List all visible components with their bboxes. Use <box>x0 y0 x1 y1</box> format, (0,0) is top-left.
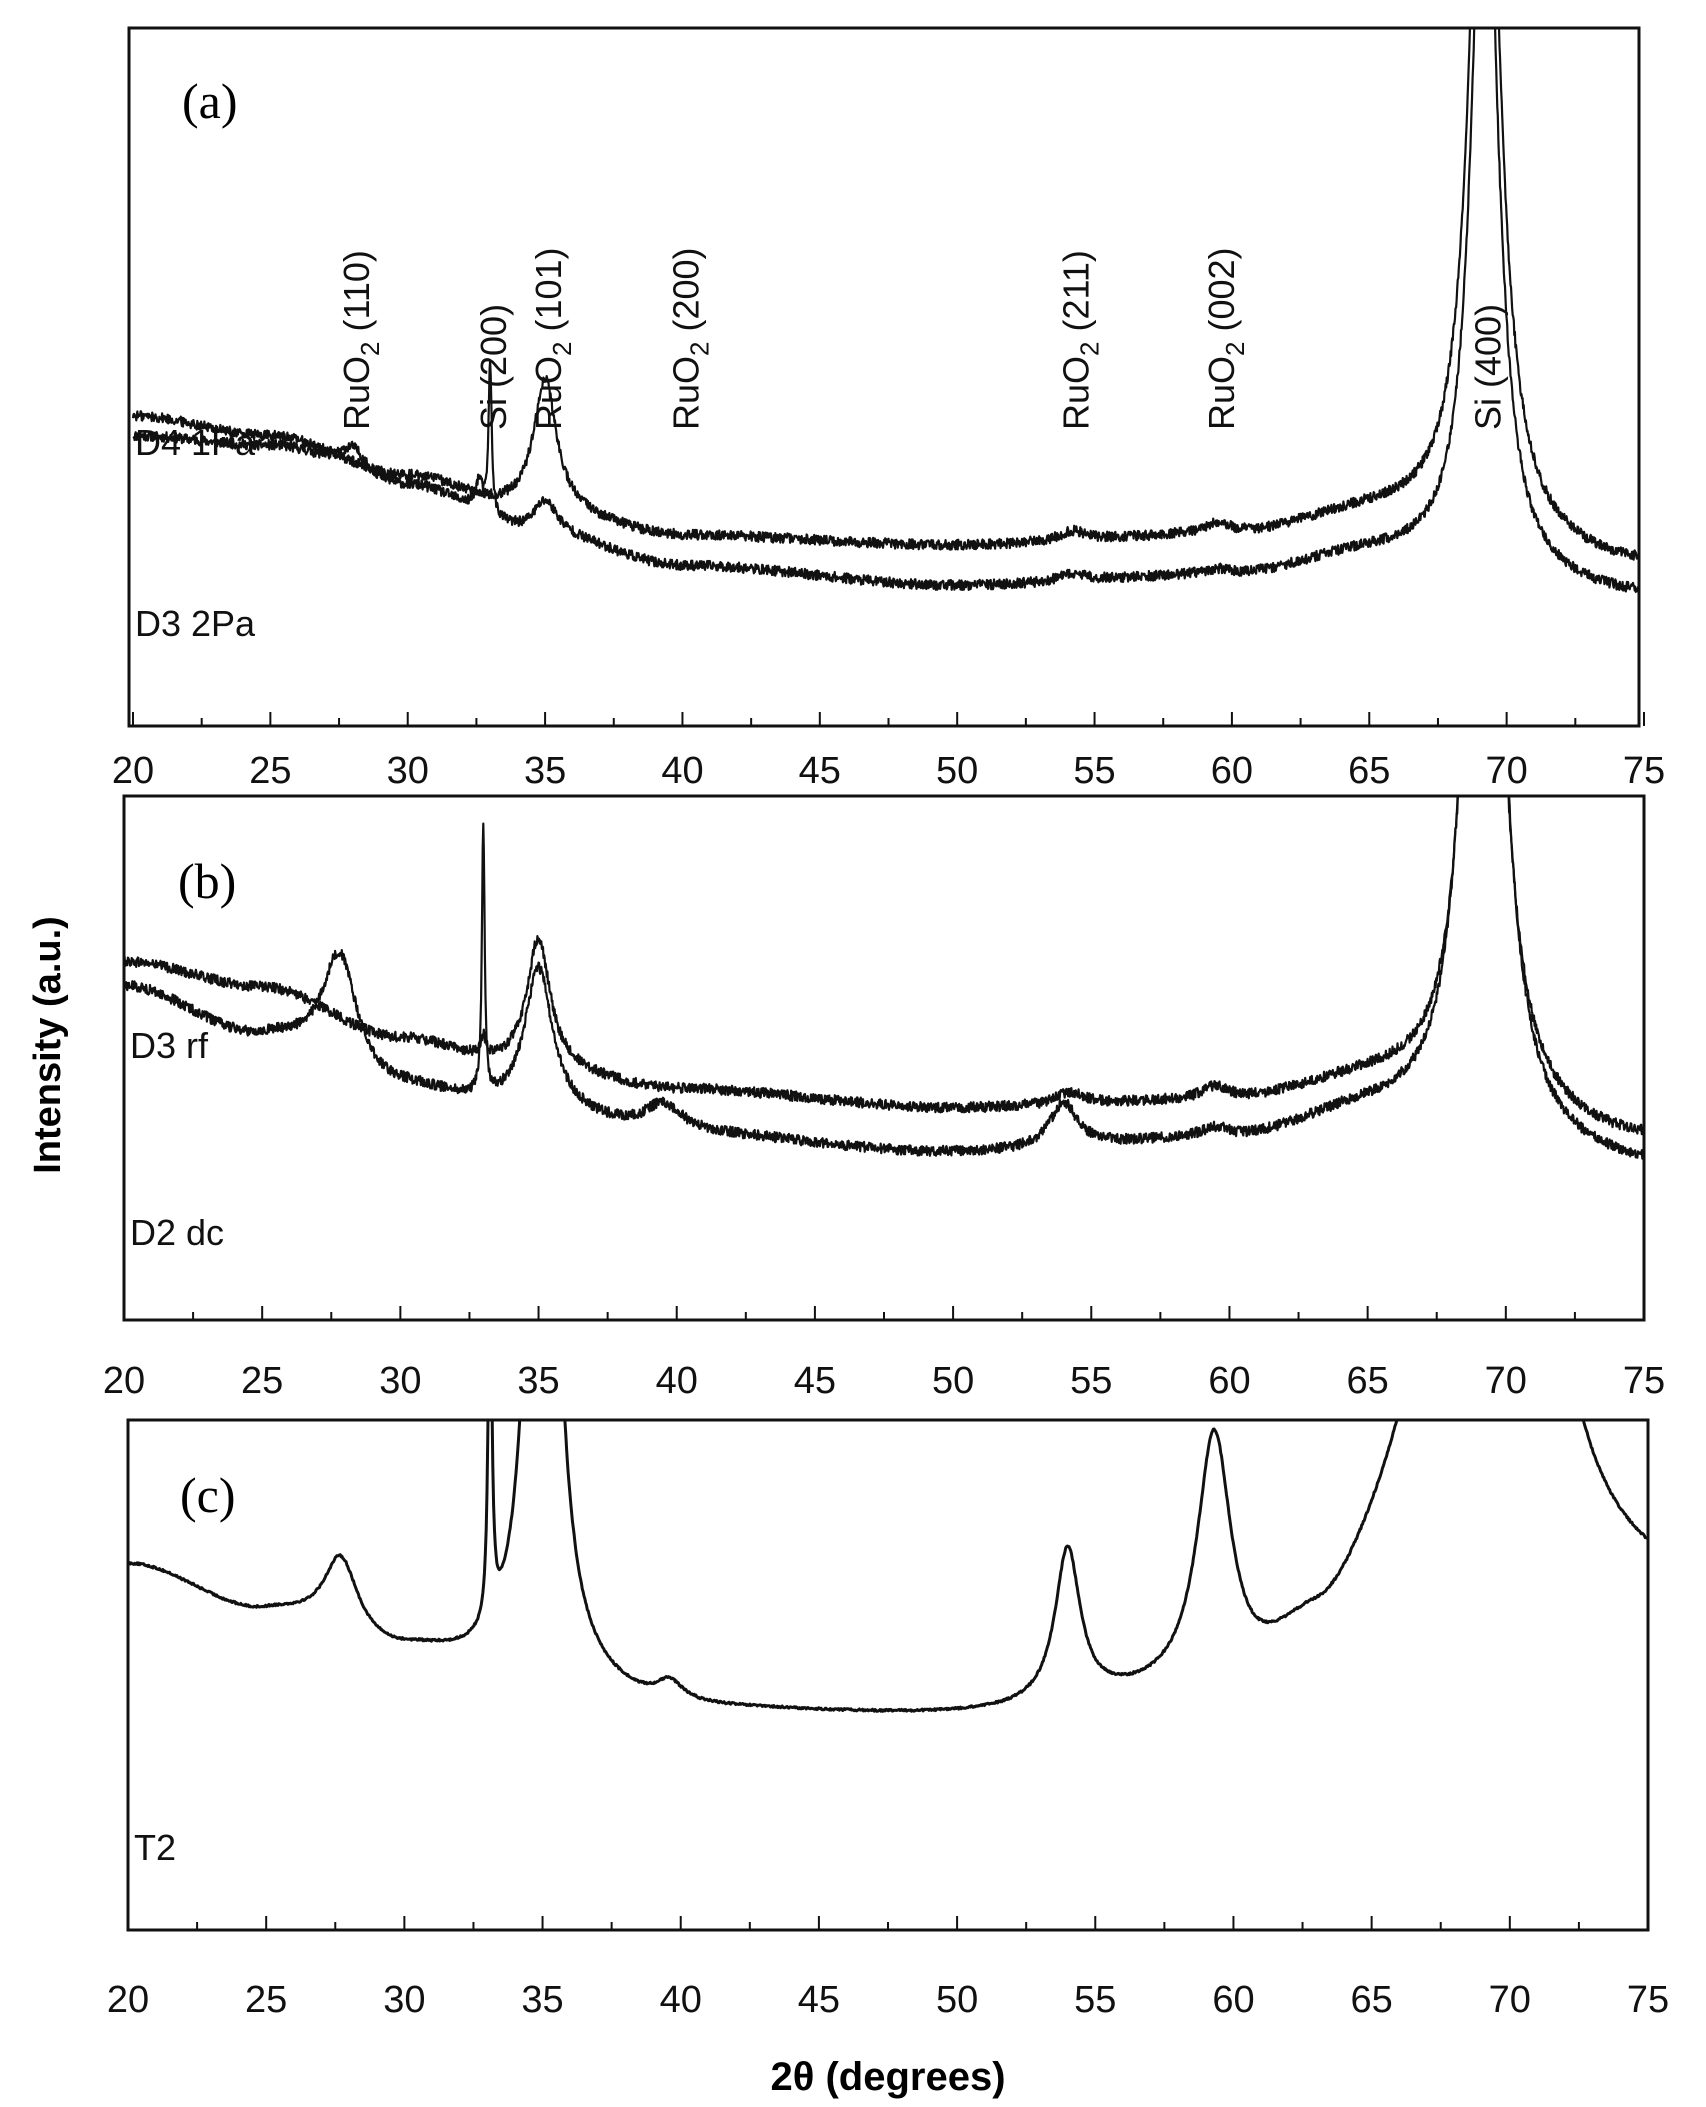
x-tick-label: 70 <box>1485 750 1527 792</box>
panel-b-label: (b) <box>178 853 236 909</box>
y-axis-title: Intensity (a.u.) <box>27 916 69 1174</box>
panel-a-peak-labels: RuO2 (110) Si (200) RuO2 (101) RuO2 (200) Ru… <box>336 247 1509 430</box>
peak-label: Si (200) <box>473 304 514 430</box>
x-tick-label: 55 <box>1070 1360 1112 1402</box>
x-tick-label: 40 <box>660 1979 702 2021</box>
x-tick-label: 60 <box>1212 1979 1254 2021</box>
panel-a: (a) 20 25 30 35 40 45 50 55 60 65 70 75 RuO2 (110) S… <box>112 26 1665 792</box>
x-tick-label: 30 <box>379 1360 421 1402</box>
panel-b-ticklabels: 20 25 30 35 40 45 50 55 60 65 70 75 <box>103 1360 1665 1402</box>
x-tick-label: 40 <box>656 1360 698 1402</box>
panel-c: (c) 20 25 30 35 40 45 50 55 60 65 70 75 T2 <box>107 1418 1669 2021</box>
panel-c-ticks <box>127 1916 1649 1930</box>
x-tick-label: 70 <box>1489 1979 1531 2021</box>
x-tick-label: 75 <box>1623 1360 1665 1402</box>
series-line-d3-2pa <box>131 28 1639 561</box>
series-line-d2-dc <box>124 796 1644 1160</box>
x-tick-label: 50 <box>936 750 978 792</box>
peak-label: RuO2 (101) <box>528 247 577 430</box>
panel-b-ticks <box>123 1306 1645 1320</box>
peak-label: Si (400) <box>1468 304 1509 430</box>
series-label: D3 rf <box>130 1025 209 1066</box>
panel-a-series <box>131 28 1639 595</box>
x-tick-label: 25 <box>249 750 291 792</box>
x-tick-label: 55 <box>1074 1979 1116 2021</box>
x-tick-label: 60 <box>1208 1360 1250 1402</box>
x-tick-label: 40 <box>661 750 703 792</box>
x-tick-label: 35 <box>524 750 566 792</box>
panel-c-ticklabels: 20 25 30 35 40 45 50 55 60 65 70 75 <box>107 1979 1669 2021</box>
x-tick-label: 60 <box>1211 750 1253 792</box>
series-label: T2 <box>134 1827 176 1868</box>
x-tick-label: 75 <box>1627 1979 1669 2021</box>
x-tick-label: 30 <box>387 750 429 792</box>
series-line-d4-1pa <box>132 28 1639 595</box>
series-line-d3-rf <box>124 796 1644 1136</box>
panel-c-frame <box>126 1418 1650 1932</box>
panel-b-series <box>124 796 1644 1160</box>
x-tick-label: 45 <box>794 1360 836 1402</box>
x-tick-label: 25 <box>241 1360 283 1402</box>
peak-label: RuO2 (002) <box>1201 247 1250 430</box>
panel-c-series-labels: T2 <box>134 1827 176 1868</box>
x-tick-label: 50 <box>936 1979 978 2021</box>
series-line-t2 <box>128 1420 1648 1713</box>
x-tick-label: 65 <box>1350 1979 1392 2021</box>
x-tick-label: 20 <box>103 1360 145 1402</box>
x-tick-label: 35 <box>521 1979 563 2021</box>
series-label: D4 1Pa <box>135 422 256 463</box>
panel-a-ticklabels: 20 25 30 35 40 45 50 55 60 65 70 75 <box>112 750 1665 792</box>
x-tick-label: 50 <box>932 1360 974 1402</box>
x-tick-label: 35 <box>517 1360 559 1402</box>
x-tick-label: 45 <box>799 750 841 792</box>
peak-label: RuO2 (211) <box>1056 250 1105 430</box>
panel-c-label: (c) <box>180 1467 236 1523</box>
x-tick-label: 75 <box>1623 750 1665 792</box>
panel-b-series-labels: D3 rf D2 dc <box>130 1025 224 1253</box>
x-tick-label: 20 <box>112 750 154 792</box>
peak-label: RuO2 (110) <box>336 250 385 430</box>
x-tick-label: 55 <box>1073 750 1115 792</box>
panel-a-series-labels: D4 1Pa D3 2Pa <box>135 422 256 644</box>
panel-a-frame <box>127 26 1641 728</box>
x-tick-label: 45 <box>798 1979 840 2021</box>
x-tick-label: 20 <box>107 1979 149 2021</box>
x-tick-label: 25 <box>245 1979 287 2021</box>
panel-b: (b) 20 25 30 35 40 45 50 55 60 65 70 75 D3 rf D2 dc <box>103 794 1665 1402</box>
panel-c-series <box>128 1420 1648 1713</box>
panel-a-label: (a) <box>182 73 238 129</box>
x-tick-label: 30 <box>383 1979 425 2021</box>
x-tick-label: 65 <box>1346 1360 1388 1402</box>
series-label: D2 dc <box>130 1212 224 1253</box>
panel-a-ticks <box>132 712 1645 726</box>
series-label: D3 2Pa <box>135 603 256 644</box>
x-tick-label: 65 <box>1348 750 1390 792</box>
peak-label: RuO2 (200) <box>665 247 714 430</box>
x-tick-label: 70 <box>1485 1360 1527 1402</box>
x-axis-title: 2θ (degrees) <box>770 2055 1005 2099</box>
